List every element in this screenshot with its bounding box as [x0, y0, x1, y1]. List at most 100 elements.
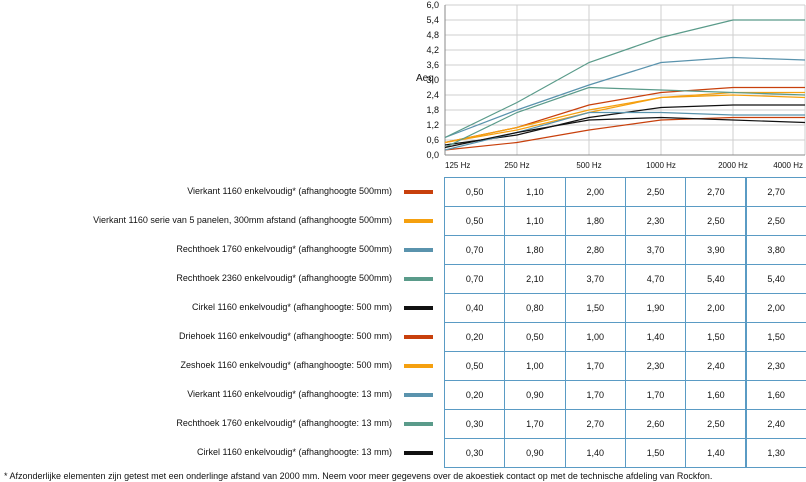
table-cell: 2,50	[685, 206, 747, 236]
table-cell: 2,30	[745, 351, 806, 381]
table-cell: 0,80	[504, 293, 566, 323]
x-tick-label: 2000 Hz	[718, 161, 748, 170]
table-cell: 2,00	[564, 177, 626, 207]
table-cell: 1,30	[745, 438, 806, 468]
table-cell: 0,30	[444, 409, 506, 439]
table-cell: 2,00	[685, 293, 747, 323]
table-cell: 2,50	[685, 409, 747, 439]
x-tick-label: 4000 Hz	[773, 161, 803, 170]
legend-swatch	[404, 276, 433, 281]
table-cell: 0,20	[444, 380, 506, 410]
legend-swatch	[404, 334, 433, 339]
y-tick-label: 6,0	[426, 0, 439, 10]
table-cell: 2,80	[564, 235, 626, 265]
table-cell: 1,40	[685, 438, 747, 468]
table-cell: 0,40	[444, 293, 506, 323]
y-tick-label: 0,0	[426, 150, 439, 160]
table-cell: 2,10	[504, 264, 566, 294]
legend-label: Vierkant 1160 serie van 5 panelen, 300mm…	[93, 214, 392, 225]
table-cell: 0,70	[444, 235, 506, 265]
table-cell: 1,60	[685, 380, 747, 410]
legend-label: Zeshoek 1160 enkelvoudig* (afhanghoogte:…	[180, 359, 392, 370]
table-cell: 1,90	[624, 293, 687, 323]
table-cell: 1,50	[745, 322, 806, 352]
y-tick-label: 5,4	[426, 15, 439, 25]
table-cell: 1,50	[624, 438, 687, 468]
table-cell: 1,40	[624, 322, 687, 352]
series-line	[444, 116, 805, 151]
table-cell: 3,70	[564, 264, 626, 294]
y-tick-label: 3,6	[426, 60, 439, 70]
table-cell: 1,40	[564, 438, 626, 468]
legend-label: Rechthoek 2360 enkelvoudig* (afhanghoogt…	[176, 272, 392, 283]
table-cell: 0,30	[444, 438, 506, 468]
table-cell: 0,70	[444, 264, 506, 294]
table-cell: 1,00	[564, 322, 626, 352]
table-cell: 3,80	[745, 235, 806, 265]
x-tick-label: 1000 Hz	[646, 161, 676, 170]
series-line	[444, 94, 806, 144]
table-cell: 2,70	[685, 177, 747, 207]
series-line	[444, 19, 805, 139]
table-cell: 1,10	[504, 177, 566, 207]
table-cell: 1,60	[745, 380, 806, 410]
table-cell: 2,40	[685, 351, 747, 381]
table-cell: 2,60	[624, 409, 687, 439]
series-line	[444, 116, 806, 149]
legend-swatch	[404, 247, 433, 252]
table-cell: 2,30	[624, 351, 687, 381]
legend-swatch	[404, 218, 433, 223]
table-cell: 1,70	[624, 380, 687, 410]
legend-label: Cirkel 1160 enkelvoudig* (afhanghoogte: …	[197, 446, 392, 457]
footnote: * Afzonderlijke elementen zijn getest me…	[4, 471, 713, 481]
table-cell: 1,70	[564, 380, 626, 410]
table-cell: 2,70	[745, 177, 806, 207]
legend-label: Vierkant 1160 enkelvoudig* (afhanghoogte…	[187, 388, 392, 399]
table-cell: 0,90	[504, 438, 566, 468]
legend-label: Rechthoek 1760 enkelvoudig* (afhanghoogt…	[176, 417, 392, 428]
table-cell: 0,50	[444, 351, 506, 381]
y-tick-label: 3,0	[426, 75, 439, 85]
table-cell: 1,80	[564, 206, 626, 236]
legend-label: Driehoek 1160 enkelvoudig* (afhanghoogte…	[179, 330, 392, 341]
table-cell: 0,50	[444, 206, 506, 236]
table-cell: 1,80	[504, 235, 566, 265]
legend-swatch	[404, 392, 433, 397]
y-tick-label: 1,8	[426, 105, 439, 115]
table-cell: 1,10	[504, 206, 566, 236]
legend-label: Cirkel 1160 enkelvoudig* (afhanghoogte: …	[192, 301, 392, 312]
table-cell: 5,40	[745, 264, 806, 294]
y-tick-label: 0,6	[426, 135, 439, 145]
table-cell: 0,50	[504, 322, 566, 352]
line-chart: 0,0 0,6 1,2 1,8 2,4 3,0 3,6 4,2 4,8 5,4 6,0 125 Hz 2…	[426, 0, 806, 170]
table-cell: 3,70	[624, 235, 687, 265]
table-cell: 0,90	[504, 380, 566, 410]
legend-swatch	[404, 363, 433, 368]
legend-swatch	[404, 189, 433, 194]
legend-label: Rechthoek 1760 enkelvoudig* (afhanghoogt…	[176, 243, 392, 254]
legend-swatch	[404, 305, 433, 310]
table-cell: 1,00	[504, 351, 566, 381]
series-line	[444, 86, 806, 149]
x-tick-label: 250 Hz	[504, 161, 529, 170]
y-tick-label: 1,2	[426, 120, 439, 130]
table-cell: 3,90	[685, 235, 747, 265]
legend-swatch	[404, 450, 433, 455]
x-tick-label: 125 Hz	[445, 161, 470, 170]
table-cell: 2,40	[745, 409, 806, 439]
x-tick-label: 500 Hz	[576, 161, 601, 170]
table-cell: 1,70	[504, 409, 566, 439]
table-cell: 2,50	[624, 177, 687, 207]
legend-swatch	[404, 421, 433, 426]
table-cell: 2,50	[745, 206, 806, 236]
table-cell: 5,40	[685, 264, 747, 294]
table-cell: 0,20	[444, 322, 506, 352]
y-tick-label: 2,4	[426, 90, 439, 100]
table-cell: 0,50	[444, 177, 506, 207]
table-cell: 4,70	[624, 264, 687, 294]
table-cell: 2,00	[745, 293, 806, 323]
legend-label: Vierkant 1160 enkelvoudig* (afhanghoogte…	[187, 185, 392, 196]
y-tick-label: 4,8	[426, 30, 439, 40]
table-cell: 1,50	[564, 293, 626, 323]
y-axis-label: Aeq	[416, 73, 434, 84]
